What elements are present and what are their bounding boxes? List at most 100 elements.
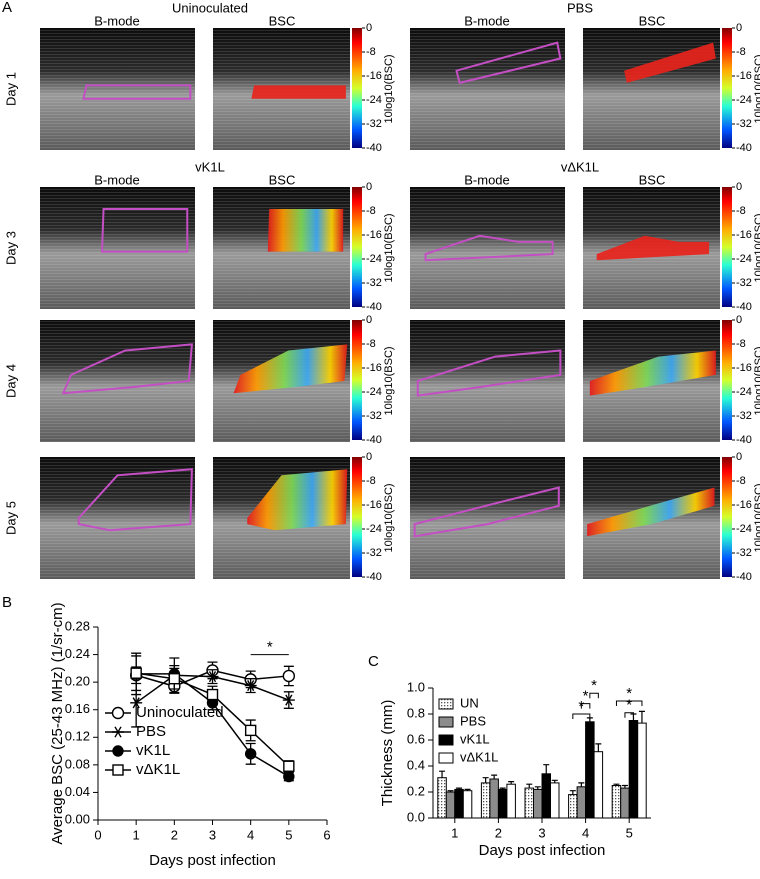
significance-label: * [591, 677, 597, 694]
colorbar-tick-label: -40 [366, 571, 382, 583]
legend-label: vΔK1L [136, 761, 180, 778]
column-header: BSC [639, 172, 666, 187]
bar [585, 721, 595, 819]
significance-label: * [626, 697, 632, 714]
legend-swatch [438, 716, 454, 728]
colorbar-tick-label: -8 [736, 338, 746, 350]
column-header: B-mode [464, 172, 510, 187]
legend-marker [111, 706, 125, 720]
column-header: B-mode [94, 13, 140, 28]
colorbar-tick-label: -24 [366, 386, 382, 398]
x-axis-label: Days post infection [479, 842, 606, 859]
column-header: BSC [269, 13, 296, 28]
column-header: B-mode [94, 172, 140, 187]
group-title: PBS [567, 0, 593, 15]
y-axis-label: Average BSC (25-43 MHz) (1/sr-cm) [49, 602, 66, 844]
bsc-overlay [596, 235, 710, 261]
colorbar-tick-label: -32 [736, 277, 752, 289]
colorbar-tick-label: -16 [366, 229, 382, 241]
bar [524, 787, 534, 819]
day-label: Day 3 [3, 231, 18, 265]
marker [168, 672, 181, 685]
bar [541, 773, 551, 819]
significance-label: * [583, 688, 589, 705]
colorbar-tick-label: -8 [366, 205, 376, 217]
group-title: vK1L [195, 159, 225, 174]
y-axis-label: Thickness (mm) [379, 700, 396, 807]
x-tick-label: 1 [451, 825, 458, 840]
bar [611, 785, 622, 819]
error-bar [439, 770, 446, 778]
colorbar-tick-label: -40 [736, 571, 752, 583]
bar [437, 777, 447, 819]
image-texture [40, 28, 195, 150]
colorbar-label: 10log10(BSC) [383, 483, 395, 552]
image-texture [410, 187, 565, 309]
image-texture [40, 187, 195, 309]
legend-label: PBS [460, 713, 486, 728]
bsc-overlay [233, 344, 348, 394]
bar [568, 794, 578, 819]
colorbar-tick-label: 0 [366, 22, 372, 34]
colorbar-tick-label: -32 [366, 118, 382, 130]
bar [637, 722, 647, 819]
colorbar-tick-label: -32 [736, 410, 752, 422]
colorbar-tick-label: -16 [736, 229, 752, 241]
roi-outline [413, 486, 560, 538]
colorbar-label: 10log10(BSC) [753, 213, 760, 282]
colorbar-tick-label: -8 [366, 46, 376, 58]
x-tick-label: 3 [209, 827, 216, 842]
colorbar-tick-label: -32 [736, 118, 752, 130]
day-label: Day 5 [3, 501, 18, 535]
colorbar [722, 187, 732, 307]
colorbar-tick-label: 0 [736, 451, 742, 463]
marker [206, 671, 219, 683]
colorbar-tick-label: -16 [736, 70, 752, 82]
legend-marker [112, 764, 124, 776]
marker [244, 680, 257, 692]
roi-outline [416, 349, 562, 397]
y-tick-label: 0.12 [65, 729, 90, 744]
colorbar-tick-label: -16 [736, 499, 752, 511]
marker [130, 697, 143, 709]
bar [593, 751, 604, 819]
image-texture [583, 28, 720, 150]
y-tick-label: 0.20 [65, 674, 90, 689]
day-label: Day 4 [3, 364, 18, 398]
colorbar-tick-label: -8 [736, 205, 746, 217]
error-bar [543, 764, 550, 774]
error-bar [638, 710, 645, 724]
colorbar [352, 320, 362, 440]
bsc-overlay [587, 487, 715, 537]
roi-outline [77, 468, 193, 532]
colorbar-tick-label: -24 [366, 94, 382, 106]
image-texture [40, 457, 195, 579]
bsc-overlay [589, 350, 716, 396]
bar [480, 782, 491, 819]
roi-outline [82, 84, 192, 100]
colorbar-tick-label: -32 [366, 410, 382, 422]
colorbar-tick-label: -40 [366, 142, 382, 154]
marker [244, 724, 257, 737]
bsc-overlay [251, 85, 346, 99]
y-tick-label: 0.2 [407, 783, 425, 798]
error-bar [526, 783, 533, 789]
significance-label: * [267, 639, 273, 656]
bsc-overlay [624, 42, 716, 83]
roi-outline [61, 343, 193, 395]
marker [244, 748, 257, 760]
colorbar-label: 10log10(BSC) [383, 54, 395, 123]
colorbar-label: 10log10(BSC) [753, 483, 760, 552]
significance-bracket [572, 713, 591, 719]
x-tick-label: 4 [582, 825, 589, 840]
panel-label: A [2, 0, 12, 16]
marker [282, 694, 295, 706]
x-tick-label: 1 [133, 827, 140, 842]
image-texture [410, 457, 565, 579]
y-tick-label: 0.00 [65, 811, 90, 826]
panel-label: B [2, 594, 12, 611]
bar [628, 720, 639, 819]
y-tick-label: 0.4 [407, 757, 425, 772]
legend-label: UN [460, 695, 479, 710]
significance-bracket [580, 703, 591, 709]
